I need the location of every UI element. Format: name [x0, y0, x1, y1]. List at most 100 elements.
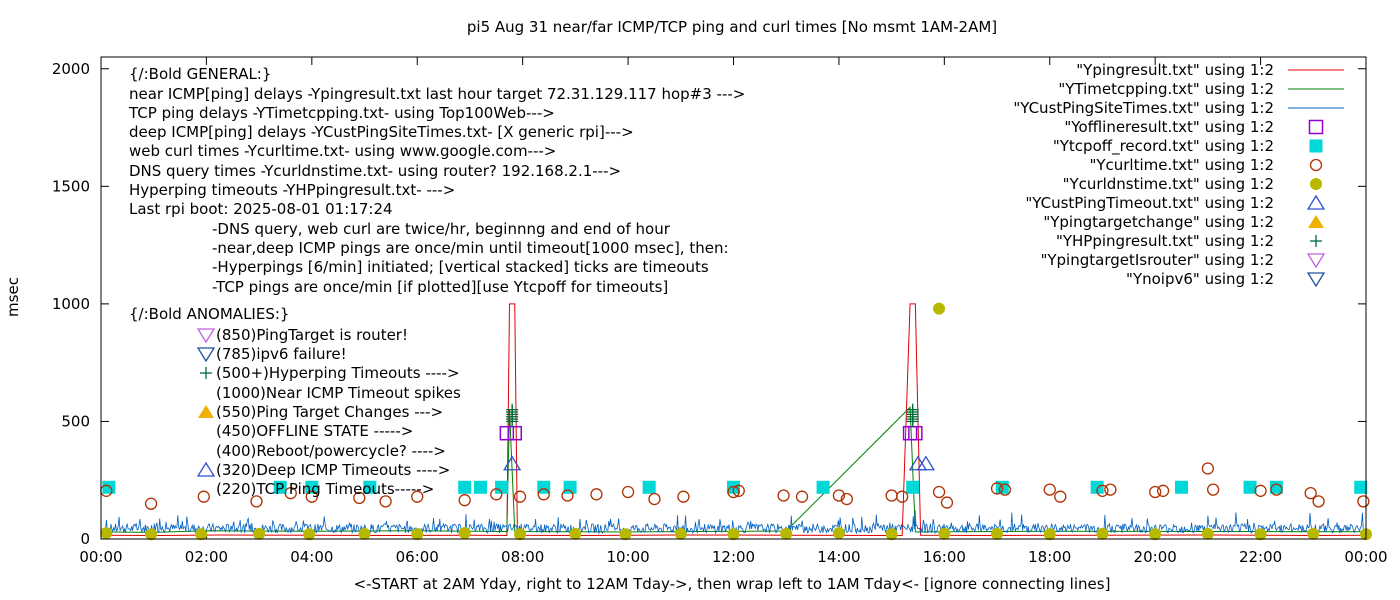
data-point: [1269, 480, 1283, 494]
legend-swatch: [1309, 139, 1323, 153]
legend-label: "YCustPingSiteTimes.txt" using 1:2: [1013, 99, 1274, 117]
y-tick-label: 500: [61, 412, 90, 430]
data-point: [490, 488, 503, 501]
data-point: [1304, 487, 1317, 500]
data-point: [991, 527, 1004, 540]
data-point: [908, 425, 923, 441]
series-7: [502, 455, 936, 471]
data-point: [197, 490, 210, 503]
data-point: [590, 488, 603, 501]
y-tick-label: 0: [80, 530, 90, 548]
annotations: {/:Bold GENERAL:} near ICMP[ping] delays …: [128, 65, 745, 498]
data-point: [932, 485, 946, 499]
data-point: [1043, 528, 1056, 541]
annotation-line: {/:Bold GENERAL:}: [129, 65, 271, 83]
data-point: [1175, 480, 1189, 494]
data-point: [727, 485, 740, 499]
data-point: [832, 527, 845, 540]
legend-label: "YHPpingresult.txt" using 1:2: [1056, 232, 1274, 250]
annotation-line: (400)Reboot/powercycle? ---->: [216, 442, 446, 460]
anomaly-marker: [196, 328, 216, 344]
data-point: [896, 490, 909, 503]
annotation-line: -DNS query, web curl are twice/hr, begin…: [212, 220, 671, 238]
data-point: [513, 490, 527, 503]
data-point: [1254, 528, 1267, 541]
annotation-line: (550)Ping Target Changes --->: [216, 403, 443, 421]
data-point: [816, 480, 830, 494]
data-point: [495, 480, 509, 494]
data-point: [906, 403, 919, 416]
data-point: [885, 528, 898, 541]
legend-swatch: [1308, 119, 1324, 135]
x-axis-label: <-START at 2AM Yday, right to 12AM Tday-…: [354, 575, 1111, 593]
data-point: [1354, 480, 1368, 494]
legend-swatch: [1309, 158, 1323, 172]
data-point: [885, 489, 898, 502]
data-point: [195, 528, 208, 541]
annotation-line: {/:Bold ANOMALIES:}: [129, 305, 289, 323]
annotation-line: -Hyperpings [6/min] initiated; [vertical…: [212, 258, 709, 276]
data-point: [642, 480, 656, 494]
x-tick-label: 08:00: [501, 548, 544, 566]
data-point: [144, 497, 158, 510]
x-tick-label: 04:00: [290, 548, 333, 566]
data-point: [102, 480, 116, 494]
data-point: [474, 480, 487, 494]
data-point: [777, 489, 790, 502]
x-tick-label: 22:00: [1239, 548, 1282, 566]
data-point: [305, 480, 319, 494]
data-point: [458, 480, 472, 494]
annotation-line: TCP ping delays -YTimetcpping.txt- using…: [128, 104, 555, 122]
data-point: [411, 490, 424, 503]
legend-label: "Ytcpoff_record.txt" using 1:2: [1053, 137, 1274, 156]
data-point: [916, 455, 936, 471]
data-point: [732, 484, 745, 497]
data-point: [998, 483, 1012, 496]
x-tick-label: 10:00: [606, 548, 649, 566]
series-5: [100, 462, 1370, 510]
data-point: [674, 527, 687, 540]
data-point: [840, 492, 853, 506]
y-tick-label: 1000: [52, 295, 90, 313]
chart-title: pi5 Aug 31 near/far ICMP/TCP ping and cu…: [467, 18, 997, 36]
data-point: [677, 490, 690, 503]
data-point: [990, 482, 1004, 495]
legend-label: "YCustPingTimeout.txt" using 1:2: [1025, 194, 1274, 212]
data-point: [906, 480, 920, 494]
annotation-line: -near,deep ICMP pings are once/min until…: [212, 239, 729, 257]
data-point: [1149, 485, 1162, 499]
data-point: [145, 528, 158, 541]
data-point: [1201, 462, 1215, 475]
data-point: [458, 494, 471, 507]
data-point: [1090, 480, 1104, 494]
data-point: [1096, 527, 1109, 540]
data-point: [458, 527, 471, 540]
data-point: [795, 490, 809, 503]
data-point: [727, 480, 740, 494]
data-point: [619, 528, 632, 541]
data-point: [1270, 483, 1283, 496]
annotation-line: web curl times -Ycurltime.txt- using www…: [129, 142, 556, 160]
x-tick-label: 00:00: [79, 548, 122, 566]
data-point: [100, 527, 113, 540]
data-point: [537, 488, 550, 501]
series-6: [100, 302, 1372, 541]
data-point: [933, 302, 946, 315]
data-point: [353, 491, 366, 505]
x-tick-label: 06:00: [396, 548, 439, 566]
legend-label: "Ycurldnstime.txt" using 1:2: [1063, 175, 1274, 193]
annotation-line: Hyperping timeouts -YHPpingresult.txt- -…: [129, 181, 455, 199]
anomaly-marker: [198, 405, 214, 418]
annotation-line: (1000)Near ICMP Timeout spikes: [216, 384, 461, 402]
data-point: [648, 492, 661, 506]
legend-label: "Ycurltime.txt" using 1:2: [1089, 156, 1274, 174]
data-point: [411, 528, 424, 541]
data-point: [358, 527, 371, 540]
y-axis-label: msec: [4, 277, 22, 317]
data-point: [938, 527, 951, 540]
data-point: [1307, 527, 1320, 540]
annotation-line: (220)TCP Ping Timeouts----->: [216, 480, 434, 498]
data-point: [1201, 527, 1214, 540]
legend-label: "YpingtargetIsrouter" using 1:2: [1040, 251, 1274, 269]
